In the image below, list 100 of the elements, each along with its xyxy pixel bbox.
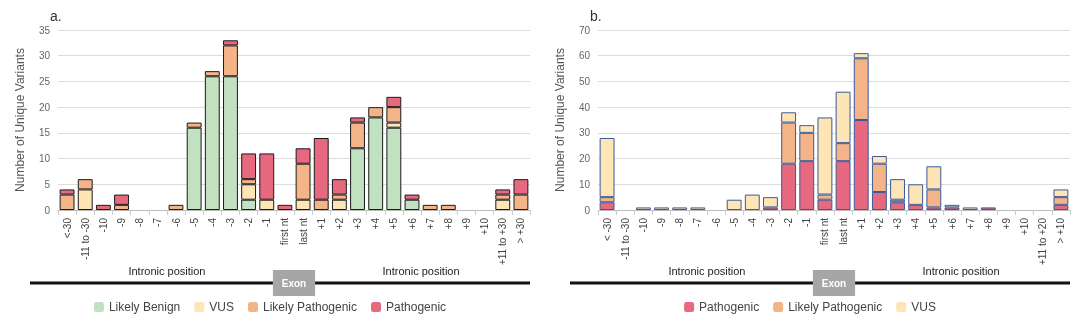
y-tick-label: 0 xyxy=(584,204,591,216)
x-tick-label: first nt xyxy=(819,217,831,246)
x-tick-label: -9 xyxy=(116,217,128,227)
x-tick-label: -5 xyxy=(188,217,200,227)
x-tick-label: -11 to -30 xyxy=(79,217,91,261)
x-tick-label: +3 xyxy=(352,217,364,230)
x-tick-label: -10 xyxy=(637,217,649,233)
y-tick-label: 10 xyxy=(578,178,591,190)
x-tick-label: +7 xyxy=(964,217,976,230)
legend-label: VUS xyxy=(911,300,936,314)
x-tick-label: +4 xyxy=(910,217,922,230)
text: Intronic position xyxy=(668,265,746,277)
y-tick-label: 60 xyxy=(578,50,591,62)
x-tick-label: -10 xyxy=(97,217,109,233)
x-tick-label: -4 xyxy=(206,217,218,227)
x-tick-label: -1 xyxy=(801,217,813,227)
x-tick-label: +8 xyxy=(982,217,994,230)
bar xyxy=(763,197,778,208)
x-tick-label: -1 xyxy=(261,217,273,227)
x-tick-label: +1 xyxy=(315,217,327,230)
x-tick-label: +6 xyxy=(946,217,958,230)
x-tick-label: +1 xyxy=(855,217,867,230)
bar xyxy=(817,199,833,210)
x-tick-label: +10 xyxy=(1019,217,1031,235)
x-tick-label: -9 xyxy=(656,217,668,227)
x-tick-label: +4 xyxy=(370,217,382,230)
bar xyxy=(744,194,760,210)
x-tick-label: <-30 xyxy=(61,217,73,239)
x-tick-label: < -30 xyxy=(601,217,613,242)
x-tick-label: -7 xyxy=(152,217,164,227)
x-tick-label: -3 xyxy=(764,217,776,227)
bar xyxy=(599,138,615,198)
x-tick-label: -6 xyxy=(710,217,722,227)
y-tick-label: 30 xyxy=(38,50,51,62)
text: Exon xyxy=(281,277,307,289)
x-tick-label: +8 xyxy=(442,217,454,230)
text: Intronic position xyxy=(382,265,460,277)
bar xyxy=(277,204,293,210)
x-tick-label: +5 xyxy=(928,217,940,230)
x-tick-label: first nt xyxy=(279,217,291,246)
bar xyxy=(422,204,438,210)
y-tick-label: 15 xyxy=(38,127,51,139)
text: Intronic position xyxy=(922,265,1000,277)
x-tick-label: -8 xyxy=(674,217,686,227)
x-tick-label: -11 to -30 xyxy=(619,217,631,261)
y-axis-title: Number of Unique Variants xyxy=(553,48,567,192)
bar xyxy=(726,199,742,210)
y-tick-label: 70 xyxy=(578,24,591,36)
chart-title: b. xyxy=(590,8,602,24)
x-tick-label: -3 xyxy=(224,217,236,227)
bar xyxy=(890,202,905,210)
y-tick-label: 50 xyxy=(578,75,591,87)
x-tick-label: > +30 xyxy=(515,217,527,244)
y-tick-label: 40 xyxy=(578,101,591,113)
x-tick-label: -4 xyxy=(746,217,758,227)
x-tick-label: > +10 xyxy=(1055,217,1067,244)
x-tick-label: -7 xyxy=(692,217,704,227)
x-tick-label: -5 xyxy=(728,217,740,227)
x-tick-label: +10 xyxy=(479,217,491,235)
bar xyxy=(890,179,905,200)
y-tick-label: 25 xyxy=(38,75,51,87)
y-tick-label: 35 xyxy=(38,24,51,36)
x-tick-label: +11 to +30 xyxy=(497,217,509,266)
x-tick-label: +6 xyxy=(406,217,418,230)
bar xyxy=(331,199,347,210)
x-tick-label: last nt xyxy=(297,217,309,245)
y-tick-label: 5 xyxy=(44,178,51,190)
legend-label: Pathogenic xyxy=(386,300,447,314)
x-tick-label: +9 xyxy=(1000,217,1012,230)
y-tick-label: 30 xyxy=(578,127,591,139)
x-tick-label: +5 xyxy=(388,217,400,230)
y-tick-label: 20 xyxy=(38,101,51,113)
y-tick-label: 20 xyxy=(578,153,591,165)
y-axis-title: Number of Unique Variants xyxy=(13,48,27,192)
bar xyxy=(386,127,402,210)
x-tick-label: +11 to +20 xyxy=(1037,217,1049,266)
x-tick-label: +3 xyxy=(892,217,904,230)
x-tick-label: last nt xyxy=(837,217,849,245)
x-tick-label: -8 xyxy=(134,217,146,227)
chart-title: a. xyxy=(50,8,62,24)
bar xyxy=(241,153,257,180)
y-tick-label: 10 xyxy=(38,153,51,165)
legend-label: Pathogenic xyxy=(699,300,760,314)
x-tick-label: +2 xyxy=(873,217,885,230)
text: Intronic position xyxy=(128,265,206,277)
legend-label: Likely Pathogenic xyxy=(788,300,883,314)
x-tick-label: +9 xyxy=(460,217,472,230)
x-tick-label: -6 xyxy=(170,217,182,227)
text: Exon xyxy=(821,277,847,289)
legend-label: Likely Benign xyxy=(108,300,181,314)
bar xyxy=(440,204,456,210)
legend-label: VUS xyxy=(209,300,234,314)
y-tick-label: 0 xyxy=(44,204,51,216)
legend-label: Likely Pathogenic xyxy=(262,300,358,314)
x-tick-label: -2 xyxy=(243,217,255,227)
bar xyxy=(95,204,111,210)
bar xyxy=(168,204,184,210)
x-tick-label: -2 xyxy=(783,217,795,227)
bar xyxy=(495,199,511,210)
x-tick-label: +2 xyxy=(333,217,345,230)
